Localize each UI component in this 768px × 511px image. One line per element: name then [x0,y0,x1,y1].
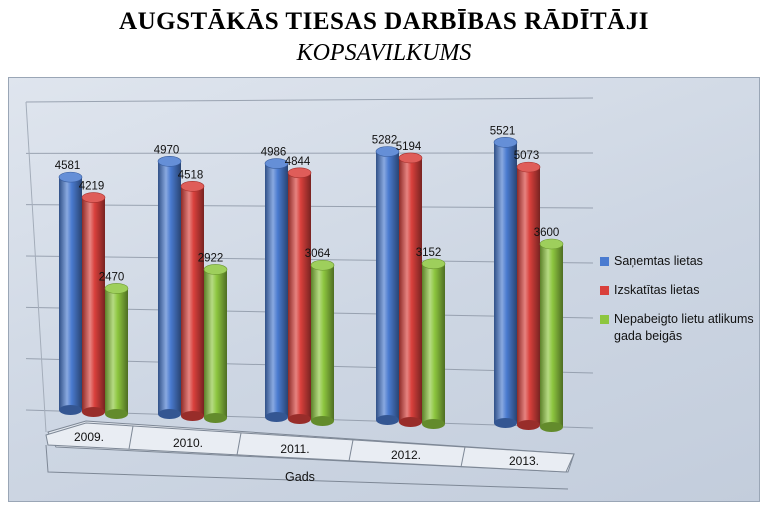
bar-cap [264,158,289,169]
data-label: 4970 [154,144,180,156]
bar-cap [310,259,335,271]
data-label: 3152 [416,247,442,259]
bar-saņemtas-2010. [158,161,181,414]
chart-subtitle: KOPSAVILKUMS [296,40,472,66]
x-tick-divider [128,425,134,450]
x-tick-label: 2010. [173,436,203,450]
x-tick-label: 2011. [280,442,309,456]
legend-swatch-received [600,257,609,266]
x-axis-band [45,422,575,473]
data-label: 5194 [396,141,422,153]
data-label: 4844 [285,156,311,168]
data-label: 4581 [55,160,81,172]
bar-base [311,416,334,426]
bar-base [105,409,128,419]
data-label: 5521 [490,125,516,137]
bar-izskatītas-2011. [288,172,311,419]
data-label: 2470 [99,271,125,283]
legend-item-pending: Nepabeigto lietu atlikums gada beigās [600,311,760,345]
bar-chart: 4581 4219 2470 2009. 4970 4518 2922 2010. 498648… [25,97,594,490]
data-label: 2922 [198,252,224,264]
bar-nepabeigto-2011. [311,265,334,421]
bar-cap [180,181,205,192]
bar-base [399,417,422,427]
bar-base [494,418,517,428]
data-label: 4219 [79,181,105,193]
bar-cap [81,192,106,203]
bar-base [181,411,204,421]
bar-cap [375,146,400,157]
x-tick-divider [348,439,354,462]
bar-cap [421,258,446,270]
bar-base [158,409,181,419]
bar-nepabeigto-2009. [105,288,128,414]
bar-cap [157,156,182,167]
bar-cap [516,161,541,173]
bar-base [265,412,288,422]
bar-base [82,407,105,417]
x-axis-bracket [45,444,569,490]
legend-label-reviewed: Izskatītas lietas [614,283,700,297]
bar-cap [539,238,564,250]
x-tick-divider [460,446,466,468]
data-label: 4518 [178,169,204,181]
bar-base [376,415,399,425]
data-label: 4986 [261,147,287,159]
bar-cap [104,283,129,294]
data-label: 3064 [305,248,331,260]
bar-base [540,422,563,432]
gridline [25,97,594,103]
legend-item-received: Saņemtas lietas [600,253,760,270]
bar-cap [58,171,83,183]
bar-base [204,413,227,423]
legend-label-received: Saņemtas lietas [614,254,703,268]
x-tick-label: 2012. [391,448,421,462]
data-label: 3600 [534,227,560,239]
bar-izskatītas-2012. [399,157,422,422]
bar-izskatītas-2009. [82,197,105,412]
legend-label-pending: Nepabeigto lietu atlikums gada beigās [614,312,754,343]
bar-saņemtas-2009. [59,177,82,410]
x-tick-label: 2013. [509,454,539,468]
data-label: 5073 [514,150,540,162]
bar-izskatītas-2013. [517,167,540,425]
bar-cap [287,167,312,179]
legend-item-reviewed: Izskatītas lietas [600,282,760,299]
x-tick-label: 2009. [74,430,104,444]
data-label: 5282 [372,134,398,146]
bar-nepabeigto-2010. [204,269,227,418]
x-axis-title: Gads [285,470,315,484]
chart-title: AUGSTĀKĀS TIESAS DARBĪBAS RĀDĪTĀJI [119,8,649,35]
axis-wall-edge [25,101,47,433]
bar-cap [493,137,518,148]
legend: Saņemtas lietas Izskatītas lietas Nepabe… [600,253,760,357]
bar-cap [398,152,423,164]
bar-base [288,414,311,424]
legend-swatch-pending [600,315,609,324]
bar-nepabeigto-2013. [540,244,563,427]
bar-saņemtas-2013. [494,142,517,423]
bar-cap [203,264,228,275]
x-tick-divider [236,432,242,456]
bar-saņemtas-2011. [265,163,288,417]
bar-nepabeigto-2012. [422,263,445,424]
bar-base [59,405,82,415]
bar-base [422,419,445,429]
bar-izskatītas-2010. [181,186,204,416]
legend-swatch-reviewed [600,286,609,295]
bar-base [517,420,540,430]
bar-saņemtas-2012. [376,151,399,420]
